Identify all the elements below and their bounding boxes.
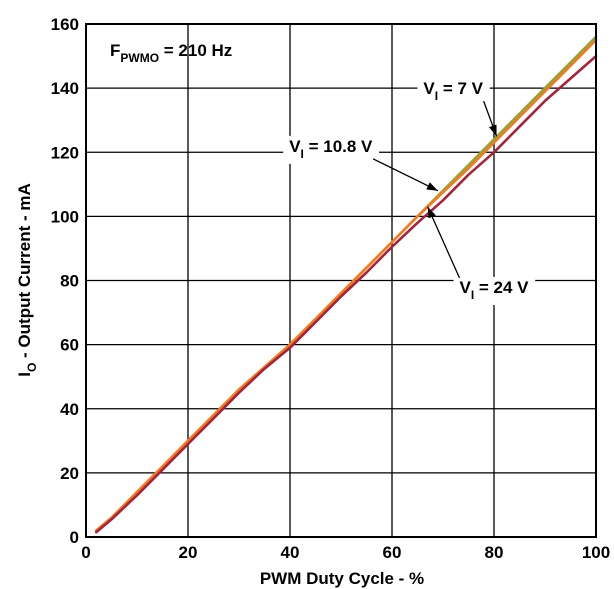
condition-label: FPWMO = 210 Hz [110,41,232,65]
x-tick-label: 60 [383,543,402,562]
plot-frame [85,23,597,538]
series-label-arrowhead-1 [426,182,438,191]
series-line-2 [94,54,598,534]
x-axis-title: PWM Duty Cycle - % [260,569,424,588]
y-tick-label: 40 [60,400,79,419]
annotations: VI = 7 V VI = 10.8 V VI = 24 V [283,78,536,305]
series-layer [94,35,598,534]
y-tick-label: 20 [60,464,79,483]
series-label-arrowhead-2 [427,206,436,219]
x-tick-label: 40 [281,543,300,562]
y-tick-label: 160 [51,15,79,34]
series-label-leader-2 [427,206,461,279]
y-tick-label: 100 [51,207,79,226]
y-tick-label: 60 [60,336,79,355]
series-label-leader-1 [372,158,439,192]
x-tick-label: 0 [81,543,90,562]
x-tick-label: 80 [485,543,504,562]
series-label-1: VI = 10.8 V [289,137,373,161]
tick-labels: 0 20 40 60 80 100 0 20 40 60 80 100 120 140 160 [51,15,611,562]
y-axis-title: IO - Output Current - mA [15,183,39,377]
grid [86,24,596,537]
y-tick-label: 140 [51,79,79,98]
y-tick-label: 80 [60,272,79,291]
series-label-bg-2 [453,276,536,305]
y-tick-label: 120 [51,143,79,162]
x-tick-label: 100 [582,543,610,562]
series-line-1 [94,38,598,532]
series-label-0: VI = 7 V [423,79,483,103]
series-label-2: VI = 24 V [459,278,529,302]
series-label-arrowhead-0 [489,124,497,137]
y-tick-label: 0 [70,528,79,547]
series-label-bg-1 [283,135,380,164]
x-tick-label: 20 [179,543,198,562]
series-label-bg-0 [417,78,490,107]
